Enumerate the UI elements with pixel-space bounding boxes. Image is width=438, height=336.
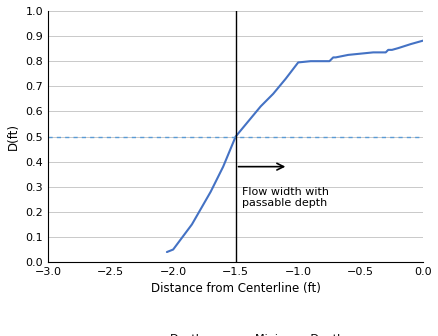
Depth bbox=[189, 222, 194, 226]
Depth bbox=[382, 50, 388, 54]
Text: Flow width with
passable depth: Flow width with passable depth bbox=[241, 187, 328, 208]
Depth bbox=[314, 59, 319, 63]
Depth bbox=[270, 92, 275, 96]
Depth bbox=[332, 55, 338, 59]
X-axis label: Distance from Centerline (ft): Distance from Centerline (ft) bbox=[150, 283, 320, 295]
Depth bbox=[345, 53, 350, 57]
Depth bbox=[376, 50, 381, 54]
Depth bbox=[245, 119, 250, 123]
Legend: Depth, Minimum Depth: Depth, Minimum Depth bbox=[127, 333, 343, 336]
Depth bbox=[164, 250, 169, 254]
Depth bbox=[385, 48, 390, 52]
Depth bbox=[330, 55, 335, 59]
Depth bbox=[208, 190, 213, 194]
Depth bbox=[283, 77, 288, 81]
Depth bbox=[320, 59, 325, 63]
Depth bbox=[307, 59, 313, 63]
Depth bbox=[295, 60, 300, 65]
Depth bbox=[407, 42, 413, 46]
Depth bbox=[170, 248, 175, 252]
Depth bbox=[258, 104, 263, 109]
Depth bbox=[326, 59, 331, 63]
Y-axis label: D(ft): D(ft) bbox=[7, 123, 20, 150]
Depth bbox=[233, 134, 238, 138]
Depth bbox=[220, 165, 225, 169]
Depth bbox=[395, 46, 400, 50]
Depth bbox=[420, 39, 425, 43]
Line: Depth: Depth bbox=[166, 41, 422, 252]
Depth bbox=[370, 50, 375, 54]
Depth bbox=[389, 48, 394, 52]
Depth bbox=[357, 52, 363, 56]
